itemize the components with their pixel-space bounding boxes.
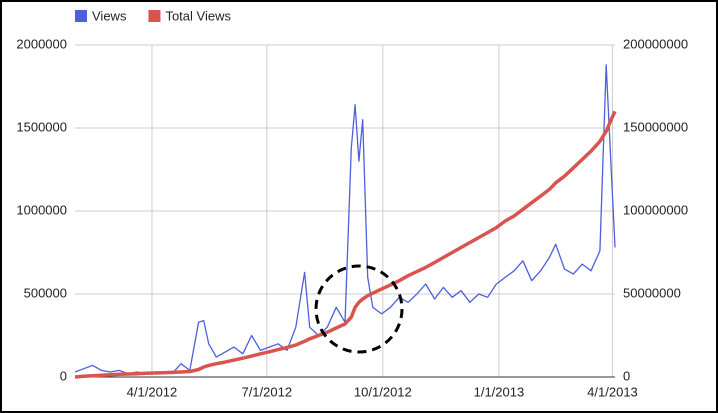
- y-tick-label: 1500000: [16, 119, 67, 134]
- legend-label: Views: [92, 8, 127, 23]
- y2-tick-label: 150000000: [623, 119, 688, 134]
- x-tick-label: 10/1/2012: [354, 384, 412, 399]
- legend-swatch: [75, 10, 87, 22]
- y2-tick-label: 50000000: [623, 285, 681, 300]
- x-tick-label: 4/1/2013: [587, 384, 638, 399]
- y-tick-label: 2000000: [16, 36, 67, 51]
- y2-tick-label: 0: [623, 368, 630, 383]
- legend-swatch: [148, 10, 161, 22]
- y-tick-label: 0: [60, 368, 67, 383]
- x-tick-label: 4/1/2012: [127, 384, 178, 399]
- y-tick-label: 500000: [24, 285, 67, 300]
- legend-label: Total Views: [165, 8, 231, 23]
- y2-tick-label: 100000000: [623, 202, 688, 217]
- plot-area: 0 500000 1000000 1500000 2000000 0 50000000 100…: [16, 36, 688, 399]
- x-tick-label: 1/1/2013: [474, 384, 525, 399]
- series-line: [74, 110, 617, 379]
- y-tick-label: 1000000: [16, 202, 67, 217]
- x-tick-label: 7/1/2012: [241, 384, 292, 399]
- y2-tick-label: 200000000: [623, 36, 688, 51]
- highlight-circle: [314, 264, 404, 354]
